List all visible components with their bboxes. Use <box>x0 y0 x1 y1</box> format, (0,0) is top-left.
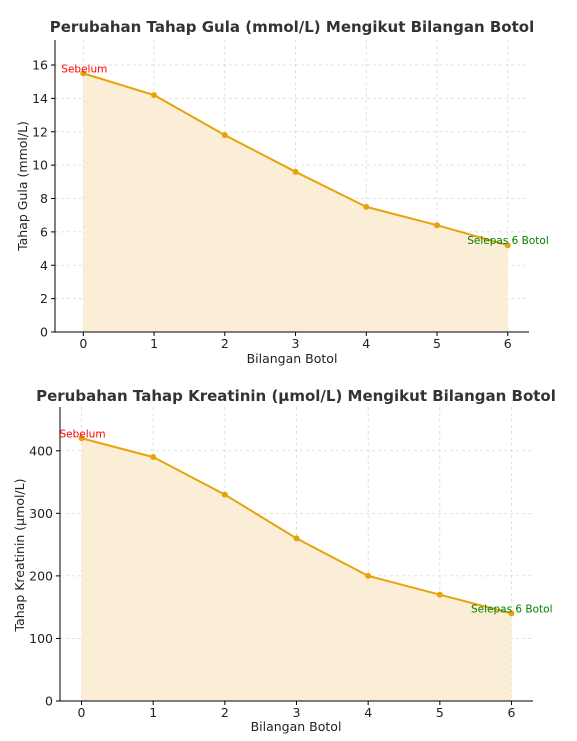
x-tick-label: 6 <box>504 336 512 351</box>
data-point <box>434 222 441 229</box>
data-point <box>80 70 87 77</box>
area-fill <box>83 73 508 332</box>
data-point <box>221 132 228 139</box>
y-tick-label: 6 <box>40 224 48 239</box>
annotation-label: Sebelum <box>61 63 107 75</box>
x-tick-label: 4 <box>362 336 370 351</box>
x-tick-label: 5 <box>436 705 444 720</box>
area-fill <box>81 438 512 701</box>
tick-labels: 0 1 2 3 4 5 6 0 100 200 300 400 Sebelum Selepas 6 Bot… <box>29 428 552 720</box>
x-tick-label: 2 <box>221 705 229 720</box>
axes <box>56 407 533 705</box>
annotation-label: Sebelum <box>60 428 106 440</box>
x-axis-label: Bilangan Botol <box>247 351 338 366</box>
axes <box>51 40 529 336</box>
y-axis-label: Tahap Kreatinin (µmol/L) <box>12 479 27 633</box>
data-point <box>78 435 85 442</box>
y-tick-label: 14 <box>32 91 48 106</box>
area-under-line <box>81 438 512 701</box>
y-tick-label: 300 <box>29 506 53 521</box>
data-point <box>292 168 299 175</box>
y-tick-label: 0 <box>45 694 53 709</box>
x-tick-label: 3 <box>293 705 301 720</box>
y-tick-label: 12 <box>32 124 48 139</box>
data-point <box>504 242 511 249</box>
y-tick-label: 4 <box>40 258 48 273</box>
chart-creatinine: Perubahan Tahap Kreatinin (µmol/L) Mengi… <box>12 387 556 734</box>
area-under-line <box>83 73 508 332</box>
y-tick-label: 2 <box>40 291 48 306</box>
x-tick-label: 6 <box>508 705 516 720</box>
y-tick-label: 10 <box>32 158 48 173</box>
data-point <box>508 610 515 617</box>
y-axis-label: Tahap Gula (mmol/L) <box>15 121 30 252</box>
y-tick-label: 100 <box>29 631 53 646</box>
data-point <box>150 454 157 461</box>
data-point <box>365 572 372 579</box>
data-point <box>221 491 228 498</box>
series <box>80 70 511 249</box>
x-tick-label: 0 <box>78 705 86 720</box>
y-tick-label: 200 <box>29 568 53 583</box>
data-point <box>293 535 300 542</box>
data-point <box>151 92 158 99</box>
chart-sugar: Perubahan Tahap Gula (mmol/L) Mengikut B… <box>15 18 549 366</box>
x-tick-label: 4 <box>364 705 372 720</box>
data-point <box>363 203 370 210</box>
y-tick-label: 16 <box>32 58 48 73</box>
data-point <box>436 591 443 598</box>
annotation-label: Selepas 6 Botol <box>471 603 553 615</box>
y-tick-label: 400 <box>29 443 53 458</box>
x-tick-label: 3 <box>292 336 300 351</box>
chart-title: Perubahan Tahap Gula (mmol/L) Mengikut B… <box>50 18 534 36</box>
x-tick-label: 0 <box>79 336 87 351</box>
x-axis-label: Bilangan Botol <box>251 719 342 734</box>
annotation-label: Selepas 6 Botol <box>467 235 549 247</box>
x-tick-label: 5 <box>433 336 441 351</box>
y-tick-label: 8 <box>40 191 48 206</box>
chart-title: Perubahan Tahap Kreatinin (µmol/L) Mengi… <box>36 387 556 405</box>
series <box>78 435 515 617</box>
x-tick-label: 1 <box>149 705 157 720</box>
x-tick-label: 1 <box>150 336 158 351</box>
x-tick-label: 2 <box>221 336 229 351</box>
y-tick-label: 0 <box>40 325 48 340</box>
